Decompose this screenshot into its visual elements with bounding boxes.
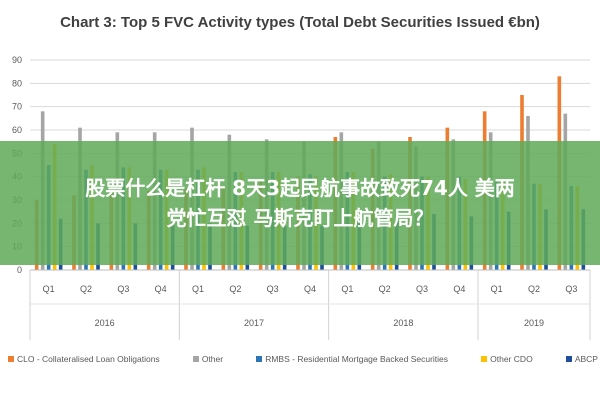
legend-item: CLO - Collateralised Loan Obligations	[8, 354, 160, 364]
legend-label: Other	[201, 354, 224, 364]
x-tick-labels: Q1 Q2 Q3 Q4 Q1 Q2 Q3 Q4 Q1 Q2 Q3 Q4 Q1 Q2 Q3	[43, 284, 578, 294]
x-tick-label: Q2	[528, 284, 540, 294]
y-tick-label: 90	[12, 55, 22, 65]
overlay-line-1[interactable]: 股票什么是杠杆 8天3起民航事故致死74人 美两	[85, 176, 515, 200]
year-label: 2016	[95, 318, 115, 328]
y-tick-label: 0	[17, 265, 22, 275]
x-tick-label: Q3	[565, 284, 577, 294]
legend-item: ABCP	[565, 354, 598, 364]
news-overlay-banner[interactable]: 股票什么是杠杆 8天3起民航事故致死74人 美两 党忙互怼 马斯克盯上航管局？	[0, 141, 600, 265]
x-tick-label: Q2	[379, 284, 391, 294]
legend-label: CLO - Collateralised Loan Obligations	[17, 354, 160, 364]
y-tick-label: 70	[12, 102, 22, 112]
x-tick-label: Q1	[491, 284, 503, 294]
x-tick-label: Q1	[341, 284, 353, 294]
year-labels: 2016 2017 2018 2019	[95, 318, 544, 328]
x-tick-label: Q2	[229, 284, 241, 294]
x-tick-label: Q1	[192, 284, 204, 294]
x-tick-label: Q3	[267, 284, 279, 294]
x-tick-label: Q2	[80, 284, 92, 294]
chart-title: Chart 3: Top 5 FVC Activity types (Total…	[60, 14, 540, 31]
x-tick-label: Q4	[155, 284, 167, 294]
y-tick-label: 80	[12, 78, 22, 88]
legend-swatch	[481, 356, 488, 362]
legend-item: Other	[192, 354, 224, 364]
year-label: 2018	[393, 318, 413, 328]
year-label: 2019	[524, 318, 544, 328]
x-tick-label: Q4	[453, 284, 465, 294]
x-tick-label: Q1	[43, 284, 55, 294]
legend-item: Other CDO	[481, 354, 533, 364]
legend-swatch	[256, 356, 263, 362]
overlay-line-2[interactable]: 党忙互怼 马斯克盯上航管局？	[166, 206, 434, 230]
x-tick-label: Q3	[117, 284, 129, 294]
chart-legend: CLO - Collateralised Loan Obligations Oth…	[8, 352, 598, 366]
legend-item: RMBS - Residential Mortgage Backed Secur…	[256, 354, 448, 364]
legend-label: ABCP	[574, 354, 598, 364]
legend-swatch	[565, 356, 572, 362]
x-tick-label: Q4	[304, 284, 316, 294]
x-tick-label: Q3	[416, 284, 428, 294]
y-tick-label: 60	[12, 125, 22, 135]
legend-label: Other CDO	[490, 354, 533, 364]
year-label: 2017	[244, 318, 264, 328]
legend-label: RMBS - Residential Mortgage Backed Secur…	[265, 354, 449, 364]
legend-swatch	[8, 356, 14, 362]
legend-swatch	[192, 356, 199, 362]
group-separators	[29, 269, 591, 340]
